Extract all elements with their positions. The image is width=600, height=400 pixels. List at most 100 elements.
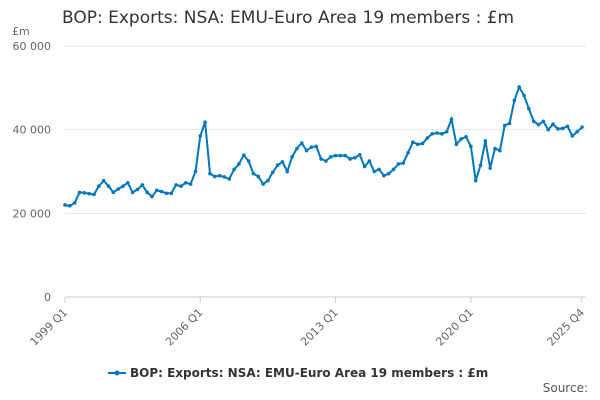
data-point xyxy=(319,157,323,161)
data-point xyxy=(493,146,497,151)
data-point xyxy=(246,159,251,163)
data-point xyxy=(401,161,406,165)
data-point xyxy=(309,145,314,150)
data-point xyxy=(324,159,328,163)
data-point xyxy=(469,144,473,149)
data-point xyxy=(116,187,120,191)
data-point xyxy=(270,170,275,175)
data-point xyxy=(464,134,468,139)
data-point xyxy=(372,169,377,174)
data-point xyxy=(459,137,464,141)
data-point xyxy=(560,126,565,131)
data-point xyxy=(179,184,183,188)
data-point xyxy=(565,124,570,129)
data-point xyxy=(82,191,87,195)
data-point xyxy=(430,132,435,136)
source-label: Source: xyxy=(542,381,588,395)
data-point xyxy=(517,85,521,89)
data-point xyxy=(546,127,550,132)
data-point xyxy=(473,178,478,183)
data-point xyxy=(203,120,207,124)
data-point xyxy=(556,127,560,131)
data-point xyxy=(348,157,352,161)
data-point xyxy=(362,164,367,169)
data-point xyxy=(174,183,178,187)
data-point xyxy=(261,182,265,186)
data-point xyxy=(183,180,188,185)
data-point xyxy=(280,160,285,164)
data-point xyxy=(367,159,372,163)
data-point xyxy=(454,142,459,147)
data-point xyxy=(193,169,198,174)
data-point xyxy=(435,131,439,135)
data-point xyxy=(169,191,174,196)
x-tick-label: 2025 Q4 xyxy=(545,306,588,349)
data-point xyxy=(227,177,232,181)
data-point xyxy=(353,155,357,160)
data-point xyxy=(251,171,256,176)
series-line xyxy=(64,84,583,207)
data-point xyxy=(121,184,125,188)
data-point xyxy=(68,204,72,208)
data-point xyxy=(411,140,415,145)
data-point xyxy=(63,203,67,207)
legend-label: BOP: Exports: NSA: EMU-Euro Area 19 memb… xyxy=(130,366,488,380)
data-point xyxy=(164,191,169,196)
legend-marker xyxy=(114,370,120,376)
data-point xyxy=(159,189,164,194)
data-point xyxy=(488,166,492,170)
data-point xyxy=(256,174,261,179)
data-point xyxy=(111,190,116,195)
x-tick-label: 2013 Q1 xyxy=(298,306,341,349)
data-point xyxy=(295,146,299,151)
data-point xyxy=(386,171,391,176)
data-point xyxy=(232,167,236,172)
data-point xyxy=(237,162,241,166)
data-point xyxy=(217,173,222,178)
data-point xyxy=(77,190,82,195)
x-tick-label: 2006 Q1 xyxy=(163,306,206,349)
data-point xyxy=(106,184,111,188)
data-point xyxy=(241,153,246,157)
data-point xyxy=(92,192,96,197)
data-point xyxy=(72,201,77,205)
data-point xyxy=(536,122,541,127)
data-point xyxy=(382,173,386,178)
data-point xyxy=(333,153,338,158)
data-point xyxy=(449,117,454,122)
data-point xyxy=(135,187,140,192)
data-point xyxy=(580,125,584,129)
data-point xyxy=(377,167,381,172)
legend: BOP: Exports: NSA: EMU-Euro Area 19 memb… xyxy=(108,366,488,380)
y-axis-label: £m xyxy=(12,25,30,38)
data-point xyxy=(440,132,444,136)
y-tick-label: 0 xyxy=(44,291,51,304)
data-point xyxy=(531,119,536,124)
data-point xyxy=(343,153,348,158)
data-point xyxy=(444,129,449,134)
data-point xyxy=(551,122,555,127)
data-point xyxy=(299,141,304,145)
x-tick-label: 1999 Q1 xyxy=(28,306,71,349)
data-point xyxy=(357,152,362,157)
data-point xyxy=(522,93,526,98)
chart-title: BOP: Exports: NSA: EMU-Euro Area 19 memb… xyxy=(62,8,515,28)
data-point xyxy=(478,163,483,168)
data-point xyxy=(425,136,430,140)
data-point xyxy=(290,155,294,159)
data-point xyxy=(208,171,212,176)
data-point xyxy=(188,182,193,186)
data-point xyxy=(338,153,343,158)
data-point xyxy=(507,121,512,126)
data-point xyxy=(126,180,130,185)
data-point xyxy=(266,178,270,183)
y-tick-label: 20 000 xyxy=(13,207,52,220)
data-point xyxy=(406,150,410,155)
data-point xyxy=(101,178,106,183)
data-point xyxy=(198,134,203,138)
data-point xyxy=(314,144,319,149)
data-point xyxy=(498,148,502,153)
data-point xyxy=(415,142,420,147)
data-point xyxy=(145,190,149,195)
